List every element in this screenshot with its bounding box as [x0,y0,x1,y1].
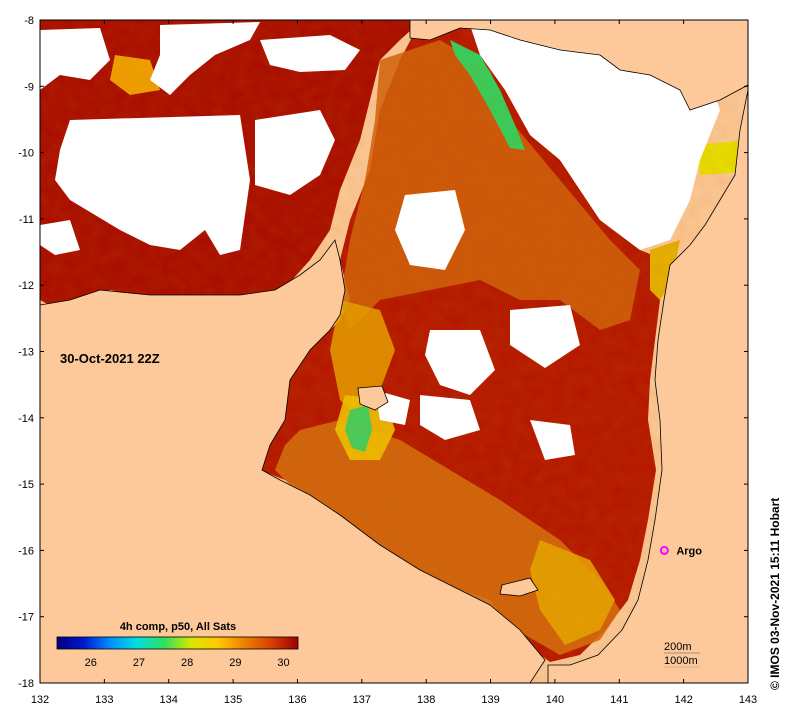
cloud-patch [55,115,250,255]
lat-tick-label: -12 [18,280,34,292]
colorbar: 4h comp, p50, All Sats 26 27 28 29 30 [56,621,299,669]
cloud-patch [530,420,575,460]
lat-tick-label: -16 [18,545,34,557]
lon-tick-label: 141 [610,694,628,706]
timestamp-label: 30-Oct-2021 22Z [60,351,160,366]
lon-tick-label: 135 [224,694,242,706]
lat-tick-label: -11 [19,214,34,226]
land-groote-eylandt [357,385,389,411]
lon-tick-label: 133 [95,694,113,706]
land-new-guinea [409,20,748,111]
argo-marker-group: Argo [659,545,702,557]
lat-tick-label: -13 [18,347,34,359]
cloud-mask [40,22,720,460]
cloud-patch [420,395,480,440]
lon-tick-label: 134 [160,694,178,706]
isobath-1000m-label: 1000m [664,655,698,667]
map-area [40,20,748,683]
colorbar-tick-label: 26 [85,657,97,669]
cloud-patch [40,28,110,90]
lat-tick-label: -10 [18,148,34,160]
lat-tick-label: -18 [18,678,34,690]
cloud-patch [260,35,360,72]
land-arnhem-land [40,239,546,683]
lon-tick-label: 136 [288,694,306,706]
lon-tick-label: 142 [674,694,692,706]
cloud-patch [150,22,260,95]
colorbar-tick-label: 29 [229,657,241,669]
cloud-patch [255,110,335,195]
lat-tick-label: -17 [18,612,34,624]
lon-tick-label: 138 [417,694,435,706]
colorbar-title: 4h comp, p50, All Sats [120,621,236,633]
colorbar-gradient [56,636,299,650]
axis-ticks: 132 133 134 135 136 137 138 139 140 141 142 143 -8 -9… [18,15,757,706]
land-masses [40,20,748,683]
land-cape-york [547,89,748,683]
credit-label: © IMOS 03-Nov-2021 15:11 Hobart [768,498,782,690]
colorbar-ticks: 26 27 28 29 30 [85,657,290,669]
lon-tick-label: 143 [739,694,757,706]
lon-tick-label: 140 [546,694,564,706]
lat-tick-label: -8 [24,15,34,27]
isobath-legend: 200m 1000m [664,641,700,668]
lon-tick-label: 139 [481,694,499,706]
cloud-patch [470,25,720,250]
argo-label: Argo [676,545,702,557]
cloud-patch [425,330,495,395]
lon-tick-label: 132 [31,694,49,706]
colorbar-tick-label: 28 [181,657,193,669]
cloud-patch [40,220,80,255]
isobath-200m-label: 200m [664,641,692,653]
lat-tick-label: -9 [24,81,34,93]
argo-marker [659,545,669,555]
lat-tick-label: -15 [18,479,34,491]
colorbar-tick-label: 27 [133,657,145,669]
cloud-patch [395,190,465,270]
lat-tick-label: -14 [18,413,34,425]
cloud-patch [510,305,580,368]
land-mornington-island [499,577,539,597]
colorbar-tick-label: 30 [277,657,289,669]
lon-tick-label: 137 [353,694,371,706]
